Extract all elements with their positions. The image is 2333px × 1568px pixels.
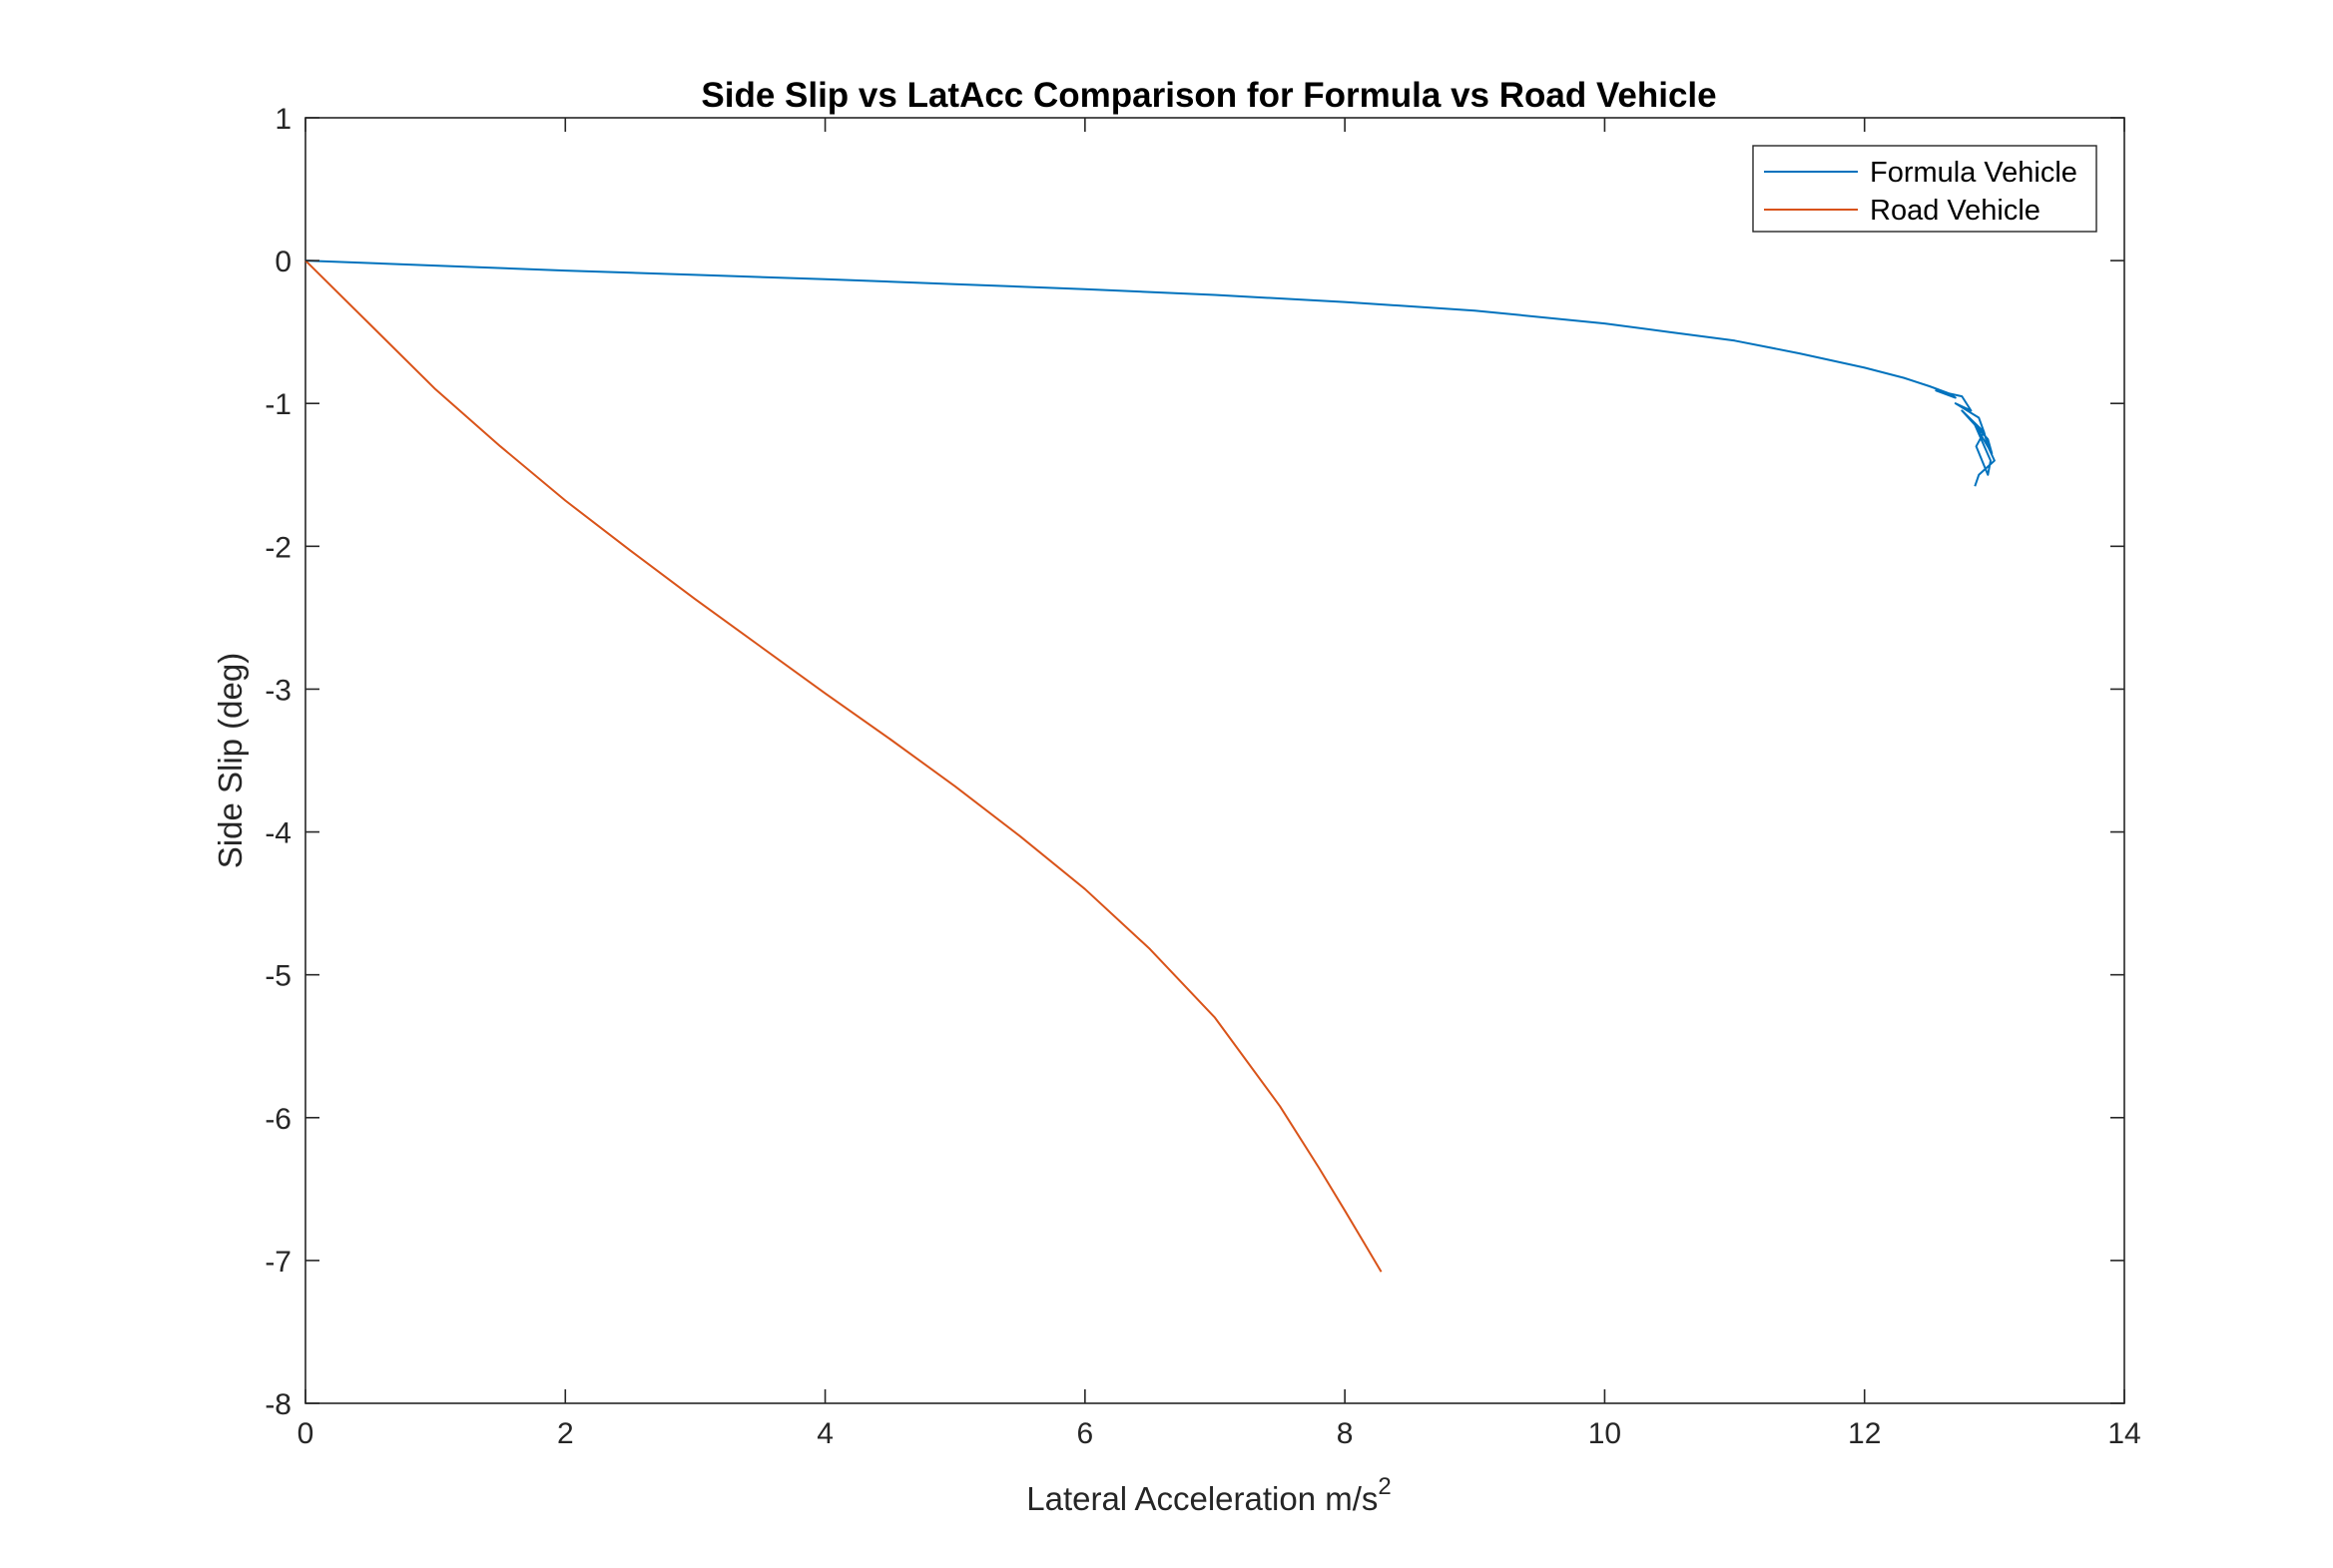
x-tick-label: 10 <box>1588 1417 1621 1450</box>
axes-box <box>304 117 2125 1404</box>
series-line-road-vehicle <box>304 260 1383 1273</box>
y-tick-label: -3 <box>265 674 292 707</box>
y-tick-label: 1 <box>275 103 292 136</box>
legend-label-formula-vehicle: Formula Vehicle <box>1870 157 2077 189</box>
legend-label-road-vehicle: Road Vehicle <box>1870 195 2041 227</box>
x-tick-label: 6 <box>1077 1417 1094 1450</box>
x-axis-label: Lateral Acceleration m/s2 <box>1026 1473 1392 1517</box>
series-line-formula-vehicle <box>304 260 1996 487</box>
x-axis-label-superscript: 2 <box>1378 1473 1391 1500</box>
x-tick-label: 8 <box>1337 1417 1354 1450</box>
x-tick-label: 2 <box>557 1417 574 1450</box>
x-tick-label: 4 <box>817 1417 834 1450</box>
y-tick-label: -7 <box>265 1246 292 1279</box>
legend-box <box>1752 145 2097 233</box>
y-tick-label: -1 <box>265 388 292 421</box>
y-axis-label: Side Slip (deg) <box>212 653 249 868</box>
chart-title: Side Slip vs LatAcc Comparison for Formu… <box>701 76 1716 115</box>
legend: Formula Vehicle Road Vehicle <box>1752 145 2097 233</box>
x-tick-label: 14 <box>2107 1417 2140 1450</box>
y-tick-label: -5 <box>265 960 292 993</box>
x-tick-label: 12 <box>1848 1417 1881 1450</box>
series-layer <box>304 260 1996 1273</box>
x-axis-label-text: Lateral Acceleration m/s <box>1026 1480 1378 1517</box>
y-tick-label: -2 <box>265 531 292 564</box>
y-tick-label: -4 <box>265 817 292 850</box>
x-tick-label: 0 <box>297 1417 314 1450</box>
y-tick-label: 0 <box>275 246 292 278</box>
y-tick-label: -8 <box>265 1388 292 1421</box>
y-tick-label: -6 <box>265 1103 292 1136</box>
